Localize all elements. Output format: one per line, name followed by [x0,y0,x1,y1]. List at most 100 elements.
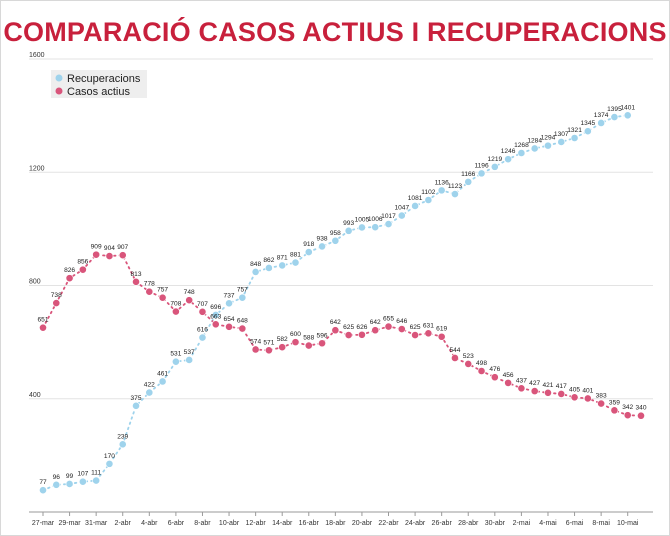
data-point-casos-actius [411,331,419,339]
x-tick-label: 14-abr [272,520,293,527]
data-point-casos-actius [158,293,167,302]
data-point-recuperacions [52,480,61,489]
data-label-recuperacions: 737 [224,292,235,299]
x-tick-label: 10-mai [617,520,639,527]
data-point-casos-actius [304,341,313,350]
x-tick-label: 30-abr [485,520,506,527]
data-label-casos-actius: 909 [91,244,102,251]
data-point-recuperacions [291,258,300,267]
data-point-recuperacions [185,356,194,364]
data-point-casos-actius [397,325,406,334]
data-point-casos-actius [464,360,473,368]
data-point-recuperacions [238,293,247,302]
data-label-casos-actius: 648 [237,318,248,325]
data-point-casos-actius [78,265,87,274]
x-tick-label: 6-mai [566,520,584,527]
data-point-recuperacions [158,377,167,386]
data-point-recuperacions [105,459,114,468]
x-tick-label: 27-mar [32,520,55,527]
data-point-recuperacions [597,119,606,127]
data-label-casos-actius: 421 [542,382,553,389]
data-label-recuperacions: 1345 [581,120,596,127]
legend-marker-recuperacions [55,74,63,82]
data-label-casos-actius: 642 [370,319,381,326]
y-tick-label: 1600 [29,52,45,59]
x-tick-label: 12-abr [246,520,267,527]
data-point-casos-actius [544,388,552,397]
data-point-casos-actius [251,345,260,354]
data-point-casos-actius [358,330,366,339]
data-label-recuperacions: 531 [170,351,181,358]
data-label-casos-actius: 663 [210,313,221,320]
data-label-casos-actius: 813 [131,271,142,278]
data-label-recuperacions: 862 [263,257,274,264]
data-point-recuperacions [318,242,326,251]
data-label-recuperacions: 918 [303,241,314,248]
data-label-recuperacions: 1401 [620,104,635,111]
data-point-recuperacions [211,311,220,319]
data-label-casos-actius: 340 [635,405,646,412]
x-tick-label: 24-abr [405,520,426,527]
data-label-casos-actius: 646 [396,318,407,325]
x-tick-label: 29-mar [58,520,81,527]
data-label-recuperacions: 881 [290,252,301,259]
x-tick-label: 6-abr [168,520,185,527]
data-point-recuperacions [265,264,273,272]
data-label-casos-actius: 655 [383,316,394,323]
data-label-casos-actius: 596 [317,332,328,339]
data-point-recuperacions [358,223,366,232]
data-point-recuperacions [610,113,619,121]
x-tick-label: 31-mar [85,520,108,527]
data-label-casos-actius: 778 [144,281,155,288]
data-point-casos-actius [623,411,632,420]
series-line-casos-actius [42,253,642,417]
data-label-recuperacions: 1246 [501,148,516,155]
data-label-recuperacions: 1219 [487,156,502,163]
data-label-casos-actius: 342 [622,404,633,411]
data-label-recuperacions: 848 [250,261,261,268]
data-point-recuperacions [397,211,406,220]
data-label-casos-actius: 437 [516,377,527,384]
data-point-casos-actius [265,346,273,355]
y-tick-label: 400 [29,392,41,399]
data-label-casos-actius: 757 [157,287,168,294]
data-label-recuperacions: 461 [157,370,168,377]
x-tick-label: 18-abr [325,520,346,527]
x-tick-label: 2-mai [513,520,531,527]
data-label-casos-actius: 626 [356,324,367,331]
data-label-recuperacions: 96 [53,474,61,481]
data-label-recuperacions: 616 [197,327,208,334]
x-tick-label: 4-abr [141,520,158,527]
data-point-casos-actius [557,390,566,398]
data-label-casos-actius: 651 [37,317,48,324]
data-point-casos-actius [291,338,300,347]
data-point-casos-actius [185,296,194,305]
x-tick-label: 2-abr [115,520,132,527]
data-label-recuperacions: 537 [184,349,195,356]
data-point-casos-actius [530,387,539,396]
data-point-casos-actius [504,378,513,387]
data-point-recuperacions [437,186,446,195]
data-point-casos-actius [570,393,579,402]
data-point-casos-actius [331,326,340,335]
data-point-casos-actius [39,323,47,332]
data-label-casos-actius: 405 [569,386,580,393]
series-line-recuperacions [42,114,629,492]
data-point-casos-actius [318,339,326,348]
data-label-casos-actius: 707 [197,301,208,308]
data-label-casos-actius: 826 [64,267,75,274]
data-point-recuperacions [411,202,419,210]
data-point-casos-actius [344,331,353,339]
data-label-recuperacions: 107 [77,471,88,478]
data-label-casos-actius: 498 [476,360,487,367]
data-label-casos-actius: 748 [184,289,195,296]
data-point-casos-actius [278,343,287,352]
data-point-recuperacions [344,226,353,235]
data-label-recuperacions: 99 [66,473,74,480]
data-label-recuperacions: 1081 [408,195,423,202]
data-point-casos-actius [583,394,592,403]
data-label-casos-actius: 359 [609,399,620,406]
data-label-casos-actius: 582 [277,336,288,343]
data-label-casos-actius: 654 [224,316,235,323]
